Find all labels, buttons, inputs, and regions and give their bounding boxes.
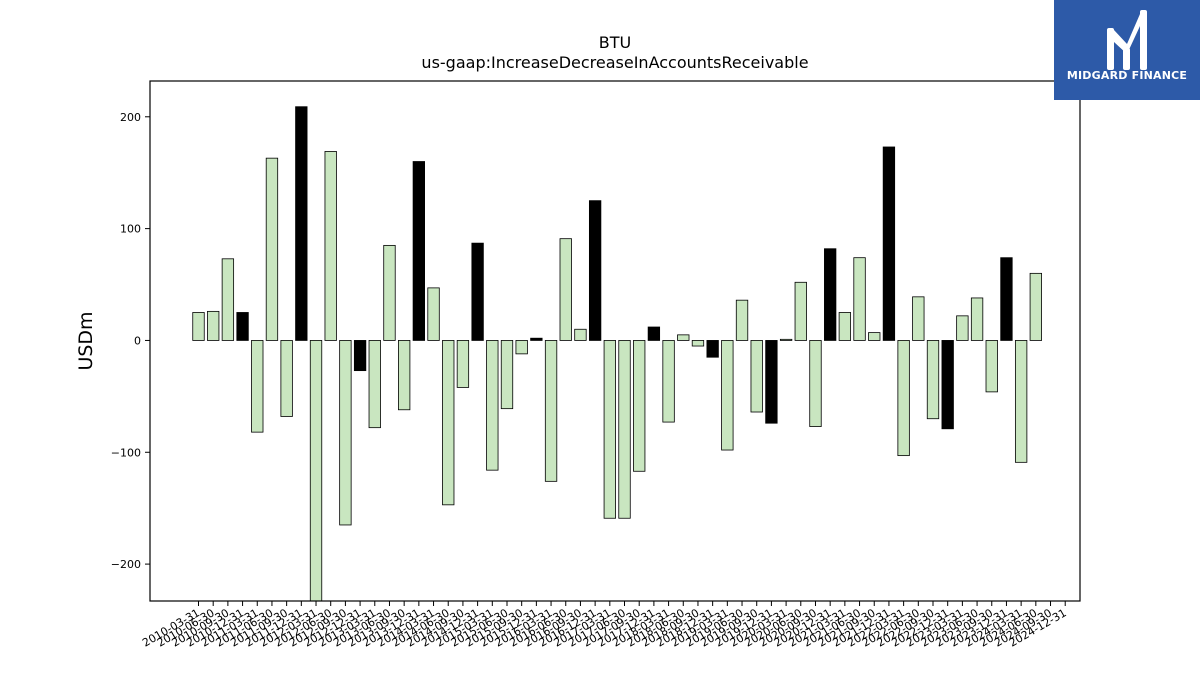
y-tick-label: −200 <box>111 558 141 571</box>
bar-2016-03-31 <box>544 340 558 482</box>
bar-2021-12-31 <box>882 146 896 341</box>
logo-text: MIDGARD FINANCE <box>1066 69 1188 82</box>
bar-2023-03-31 <box>956 315 969 341</box>
midgard-logo-icon <box>1107 10 1147 70</box>
bar-2022-12-31 <box>941 340 954 430</box>
bar-2016-06-30 <box>559 238 572 341</box>
bar-2013-12-31 <box>412 161 426 341</box>
bar-2017-03-31 <box>603 340 616 519</box>
bar-2012-06-30 <box>324 151 337 341</box>
bar-2022-03-31 <box>897 340 910 457</box>
bar-2018-09-30 <box>691 340 705 347</box>
bar-2020-06-30 <box>794 281 807 341</box>
bar-2017-09-30 <box>633 340 646 472</box>
bar-2023-09-30 <box>985 340 998 393</box>
bar-2020-09-30 <box>809 340 822 427</box>
bar-2011-06-30 <box>265 157 279 341</box>
y-tick-label: 200 <box>120 111 141 124</box>
bars-group <box>192 106 1042 602</box>
bar-2024-03-31 <box>1014 340 1028 463</box>
bar-2020-03-31 <box>779 338 793 341</box>
bar-2019-12-31 <box>765 340 778 424</box>
chart-title: BTU <box>599 33 631 52</box>
bar-2015-03-31 <box>486 340 499 471</box>
y-axis: −200 −100 0 100 200 <box>111 111 150 571</box>
bar-2017-12-31 <box>647 326 661 341</box>
bar-2023-12-31 <box>1000 257 1013 341</box>
bar-2024-06-30 <box>1029 272 1042 341</box>
bar-2015-12-31 <box>530 337 543 341</box>
bar-2018-03-31 <box>662 340 675 423</box>
bar-2023-06-30 <box>970 297 984 341</box>
bar-2017-06-30 <box>618 340 631 519</box>
bar-2022-06-30 <box>912 296 925 341</box>
plot-frame <box>149 80 1081 602</box>
bar-2014-09-30 <box>456 340 470 388</box>
bar-2014-12-31 <box>471 242 484 341</box>
midgard-finance-logo: MIDGARD FINANCE <box>1054 0 1200 100</box>
bar-2012-09-30 <box>339 340 352 526</box>
bar-2019-06-30 <box>735 299 749 341</box>
y-axis-label: USDm <box>75 311 97 370</box>
bar-2019-09-30 <box>750 340 763 413</box>
bar-2018-12-31 <box>706 340 719 358</box>
bar-2020-12-31 <box>824 248 837 341</box>
bar-2011-12-31 <box>295 106 308 341</box>
y-tick-label: −100 <box>111 446 141 459</box>
bar-2010-06-30 <box>207 310 220 341</box>
bar-2015-09-30 <box>515 340 528 355</box>
x-axis: 2010-03-312010-06-302010-09-302010-12-31… <box>140 601 1069 650</box>
y-tick-label: 0 <box>134 334 141 347</box>
bar-2013-06-30 <box>383 244 396 341</box>
bar-2016-09-30 <box>574 328 587 341</box>
bar-2011-09-30 <box>280 340 293 417</box>
bar-2014-06-30 <box>442 340 455 506</box>
bar-2021-03-31 <box>838 312 852 341</box>
bar-2021-09-30 <box>868 332 881 341</box>
bar-2012-12-31 <box>353 340 367 372</box>
bar-2022-09-30 <box>926 340 940 420</box>
chart-subtitle: us-gaap:IncreaseDecreaseInAccountsReceiv… <box>421 53 808 72</box>
bar-2010-12-31 <box>236 312 249 341</box>
bar-2018-06-30 <box>677 334 690 341</box>
bar-2012-03-31 <box>309 340 323 602</box>
bar-2016-12-31 <box>588 200 602 341</box>
bar-2019-03-31 <box>721 340 734 451</box>
y-tick-label: 100 <box>120 223 141 236</box>
bar-2010-09-30 <box>221 258 235 341</box>
bar-2015-06-30 <box>500 340 514 410</box>
bar-2014-03-31 <box>427 287 440 341</box>
bar-2013-09-30 <box>398 340 411 411</box>
bar-2011-03-31 <box>251 340 264 433</box>
bar-2013-03-31 <box>368 340 381 429</box>
bar-2010-03-31 <box>192 312 205 341</box>
bar-2021-06-30 <box>853 257 866 341</box>
